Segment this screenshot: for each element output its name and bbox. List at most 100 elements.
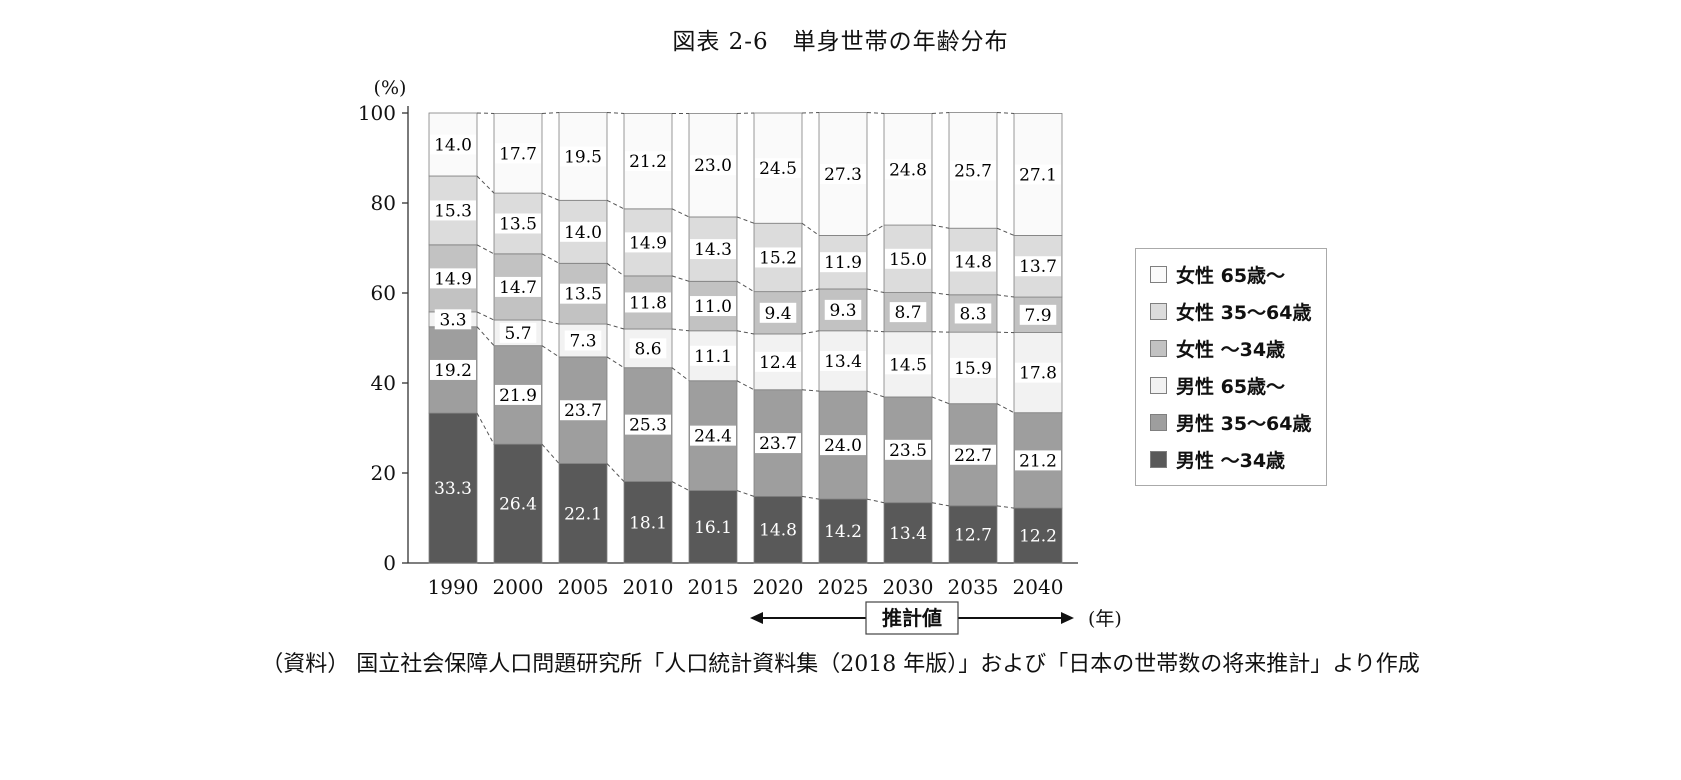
value-label: 14.8 bbox=[759, 521, 797, 541]
value-label-bg bbox=[950, 357, 996, 378]
trend-connector bbox=[606, 262, 625, 277]
value-label: 15.0 bbox=[889, 250, 927, 270]
value-label-bg bbox=[560, 146, 606, 167]
value-label: 7.3 bbox=[569, 331, 596, 351]
trend-connector bbox=[541, 192, 560, 201]
legend-swatch bbox=[1150, 377, 1167, 394]
trend-connector bbox=[996, 112, 1015, 114]
x-tick-label: 2020 bbox=[753, 575, 804, 599]
figure-title: 図表 2-6 単身世帯の年齢分布 bbox=[672, 29, 1009, 55]
trend-connector bbox=[476, 326, 495, 346]
y-tick-label: 80 bbox=[371, 191, 396, 215]
value-label: 8.7 bbox=[894, 303, 921, 323]
trend-connector bbox=[996, 505, 1015, 509]
trend-connector bbox=[541, 345, 560, 358]
value-label: 15.2 bbox=[759, 248, 797, 268]
trend-connector bbox=[541, 253, 560, 264]
legend-label: 男性 65歳～ bbox=[1176, 376, 1286, 398]
value-label: 13.4 bbox=[824, 352, 862, 372]
x-tick-label: 2035 bbox=[948, 575, 999, 599]
value-label-bg bbox=[1015, 256, 1061, 277]
value-label-bg bbox=[755, 158, 801, 179]
value-label-bg bbox=[560, 221, 606, 242]
value-label-bg bbox=[1015, 164, 1061, 185]
bar-segment bbox=[688, 490, 738, 564]
trend-connector bbox=[541, 112, 560, 114]
value-label-bg bbox=[889, 302, 927, 323]
y-tick-label: 0 bbox=[383, 551, 396, 575]
value-label: 21.2 bbox=[1019, 451, 1057, 471]
value-label: 15.3 bbox=[434, 201, 472, 221]
trend-connector bbox=[736, 216, 755, 224]
value-label: 24.0 bbox=[824, 436, 862, 456]
trend-connector bbox=[541, 319, 560, 325]
value-label: 19.5 bbox=[564, 147, 602, 167]
value-label-bg bbox=[755, 247, 801, 268]
value-label: 14.7 bbox=[499, 278, 537, 298]
value-label-bg bbox=[755, 351, 801, 372]
y-tick-label: 40 bbox=[371, 371, 396, 395]
legend-label: 女性 ～34歳 bbox=[1176, 339, 1286, 361]
arrow-right-icon bbox=[1061, 612, 1074, 624]
value-label: 12.2 bbox=[1019, 527, 1057, 547]
value-label: 12.7 bbox=[954, 525, 992, 545]
value-label-bg bbox=[820, 435, 866, 456]
value-label-bg bbox=[434, 309, 472, 330]
legend-label: 女性 35～64歳 bbox=[1176, 302, 1312, 324]
value-label-bg bbox=[950, 444, 996, 465]
y-tick-label: 20 bbox=[371, 461, 396, 485]
value-label: 19.2 bbox=[434, 361, 472, 381]
trend-connector bbox=[996, 227, 1015, 236]
value-label-bg bbox=[690, 296, 736, 317]
value-label: 13.7 bbox=[1019, 257, 1057, 277]
trend-connector bbox=[606, 356, 625, 369]
trend-connector bbox=[541, 443, 560, 464]
value-label: 24.4 bbox=[694, 427, 732, 447]
x-tick-label: 2000 bbox=[493, 575, 544, 599]
value-label: 33.3 bbox=[434, 479, 472, 499]
trend-connector bbox=[866, 112, 885, 114]
value-label: 11.9 bbox=[824, 253, 862, 273]
trend-connector bbox=[931, 502, 950, 507]
value-label-bg bbox=[885, 248, 931, 269]
value-label: 3.3 bbox=[439, 310, 466, 330]
estimate-label: 推計値 bbox=[882, 606, 942, 630]
x-axis-unit-label: (年) bbox=[1088, 608, 1122, 630]
value-label-bg bbox=[495, 143, 541, 164]
value-label: 17.7 bbox=[499, 144, 537, 164]
trend-connector bbox=[736, 330, 755, 335]
value-label-bg bbox=[430, 134, 476, 155]
value-label-bg bbox=[430, 200, 476, 221]
value-label: 8.3 bbox=[959, 304, 986, 324]
value-label-bg bbox=[885, 439, 931, 460]
trend-connector bbox=[476, 175, 495, 194]
value-label: 14.8 bbox=[954, 253, 992, 273]
trend-connector bbox=[606, 323, 625, 330]
bar-segment bbox=[883, 502, 933, 564]
value-label: 14.9 bbox=[629, 233, 667, 253]
legend-label: 男性 ～34歳 bbox=[1176, 450, 1286, 472]
value-label-bg bbox=[690, 425, 736, 446]
chart-legend: 女性 65歳～ 女性 35～64歳 女性 ～34歳 男性 65歳～ 男性 35～64歳男… bbox=[1135, 248, 1327, 486]
trend-connector bbox=[866, 498, 885, 504]
x-tick-label: 2040 bbox=[1013, 575, 1064, 599]
x-tick-label: 2015 bbox=[688, 575, 739, 599]
value-label-bg bbox=[560, 400, 606, 421]
value-label: 27.3 bbox=[824, 165, 862, 185]
legend-item: 女性 65歳～ bbox=[1150, 261, 1312, 288]
bar-segment bbox=[1013, 507, 1063, 564]
legend-swatch bbox=[1150, 414, 1167, 431]
value-label: 23.7 bbox=[564, 401, 602, 421]
trend-connector bbox=[996, 403, 1015, 414]
legend-label: 女性 65歳～ bbox=[1176, 265, 1286, 287]
value-label-bg bbox=[755, 433, 801, 454]
value-label: 14.5 bbox=[889, 355, 927, 375]
bar-segment bbox=[948, 505, 998, 564]
value-label-bg bbox=[1019, 304, 1057, 325]
trend-connector bbox=[801, 330, 820, 335]
value-label-bg bbox=[950, 251, 996, 272]
value-label: 23.0 bbox=[694, 156, 732, 176]
trend-connector bbox=[866, 330, 885, 333]
y-tick-label: 60 bbox=[371, 281, 396, 305]
value-label: 11.0 bbox=[694, 297, 732, 317]
